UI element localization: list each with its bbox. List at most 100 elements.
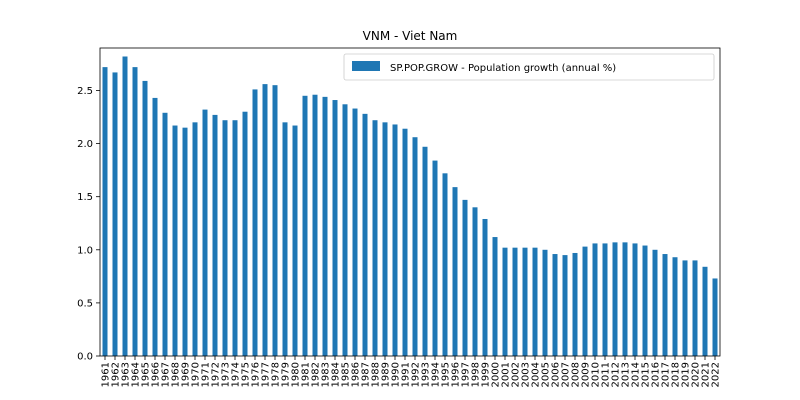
x-tick-label-1986: 1986: [351, 362, 362, 387]
bar-2012: [612, 242, 618, 356]
chart-title: VNM - Viet Nam: [363, 29, 458, 43]
x-tick-label-1980: 1980: [291, 362, 302, 387]
x-tick-label-2011: 2011: [601, 362, 612, 387]
x-tick-label-2021: 2021: [701, 362, 712, 387]
bar-1999: [482, 218, 488, 356]
x-tick-label-1998: 1998: [471, 362, 482, 387]
bar-2018: [672, 257, 678, 356]
x-tick-label-1962: 1962: [111, 362, 122, 387]
x-tick-label-1989: 1989: [381, 362, 392, 387]
bar-2017: [662, 254, 668, 356]
x-tick-label-2017: 2017: [661, 362, 672, 387]
x-tick-label-1997: 1997: [461, 362, 472, 387]
x-tick-label-2001: 2001: [501, 362, 512, 387]
bar-2009: [582, 246, 588, 356]
x-tick-label-1982: 1982: [311, 362, 322, 387]
x-tick-label-1971: 1971: [201, 362, 212, 387]
bar-1984: [332, 100, 338, 356]
bar-2010: [592, 243, 598, 356]
x-tick-label-1984: 1984: [331, 362, 342, 387]
x-tick-label-1977: 1977: [261, 362, 272, 387]
bar-1983: [322, 96, 328, 357]
bar-1972: [212, 114, 218, 356]
x-tick-label-1995: 1995: [441, 362, 452, 387]
x-tick-label-1981: 1981: [301, 362, 312, 387]
bar-1987: [362, 113, 368, 356]
x-tick-label-1976: 1976: [251, 362, 262, 387]
bar-2019: [682, 260, 688, 356]
bar-1965: [142, 80, 148, 357]
bar-1964: [132, 67, 138, 357]
x-tick-label-1985: 1985: [341, 362, 352, 387]
bar-1962: [112, 72, 118, 357]
bar-1976: [252, 89, 258, 357]
x-tick-label-2006: 2006: [551, 362, 562, 387]
bar-1986: [352, 108, 358, 356]
x-tick-label-1967: 1967: [161, 362, 172, 387]
bar-1998: [472, 207, 478, 356]
x-tick-label-1973: 1973: [221, 362, 232, 387]
bar-1979: [282, 122, 288, 356]
x-tick-label-1983: 1983: [321, 362, 332, 387]
x-tick-label-1991: 1991: [401, 362, 412, 387]
bar-1978: [272, 85, 278, 357]
bar-1994: [432, 160, 438, 356]
bar-1966: [152, 97, 158, 357]
x-tick-label-2003: 2003: [521, 362, 532, 387]
y-tick-label: 0.5: [77, 298, 93, 309]
bar-1991: [402, 128, 408, 356]
x-tick-label-1969: 1969: [181, 362, 192, 387]
y-tick-label: 0.0: [77, 352, 93, 363]
bar-1970: [192, 122, 198, 356]
x-tick-label-1961: 1961: [101, 362, 112, 387]
bar-2014: [632, 243, 638, 356]
bar-1990: [392, 124, 398, 356]
bar-1974: [232, 120, 238, 356]
bar-1968: [172, 125, 178, 356]
bar-2020: [692, 260, 698, 356]
x-tick-label-1966: 1966: [151, 362, 162, 387]
x-tick-label-1990: 1990: [391, 362, 402, 387]
x-tick-label-1965: 1965: [141, 362, 152, 387]
bar-1988: [372, 120, 378, 356]
legend: SP.POP.GROW - Population growth (annual …: [343, 53, 715, 81]
x-tick-label-2012: 2012: [611, 362, 622, 387]
legend-swatch: [352, 61, 380, 71]
bar-2011: [602, 243, 608, 356]
x-tick-label-2013: 2013: [621, 362, 632, 387]
bar-2021: [702, 266, 708, 356]
x-tick-label-2002: 2002: [511, 362, 522, 387]
x-tick-label-1968: 1968: [171, 362, 182, 387]
bar-1996: [452, 187, 458, 356]
x-tick-label-1970: 1970: [191, 362, 202, 387]
bar-1995: [442, 173, 448, 356]
bar-2016: [652, 249, 658, 356]
x-tick-label-1994: 1994: [431, 362, 442, 387]
y-tick-label: 2.0: [77, 139, 93, 150]
legend-label: SP.POP.GROW - Population growth (annual …: [390, 63, 616, 74]
plot-frame: [99, 47, 721, 357]
bar-2007: [562, 255, 568, 356]
bar-1967: [162, 112, 168, 356]
x-tick-label-2016: 2016: [651, 362, 662, 387]
bar-2004: [532, 247, 538, 356]
bar-2003: [522, 247, 528, 356]
bar-2022: [712, 278, 718, 356]
bar-1980: [292, 125, 298, 356]
x-tick-label-2007: 2007: [561, 362, 572, 387]
x-tick-label-1964: 1964: [131, 362, 142, 387]
x-tick-label-2010: 2010: [591, 362, 602, 387]
x-tick-label-1975: 1975: [241, 362, 252, 387]
bar-1977: [262, 84, 268, 357]
y-axis: 0.0 0.5 1.0 1.5 2.0 2.5: [77, 86, 100, 363]
x-tick-label-2004: 2004: [531, 362, 542, 387]
bar-2005: [542, 249, 548, 356]
bar-1993: [422, 146, 428, 356]
x-tick-label-1999: 1999: [481, 362, 492, 387]
legend-box: [343, 53, 715, 81]
bar-2002: [512, 247, 518, 356]
x-tick-label-1987: 1987: [361, 362, 372, 387]
x-tick-label-1992: 1992: [411, 362, 422, 387]
x-tick-label-1963: 1963: [121, 362, 132, 387]
